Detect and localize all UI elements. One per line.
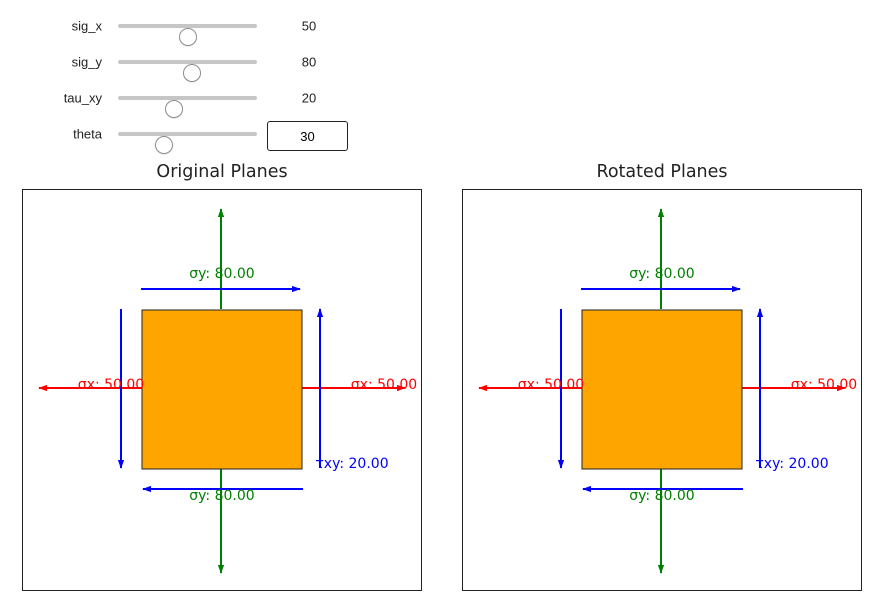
label-sigma-x-right: σx: 50.00 bbox=[351, 377, 417, 393]
slider-label-sig-y: sig_y bbox=[71, 54, 102, 70]
slider-label-sig-x: sig_x bbox=[71, 18, 102, 34]
slider-thumb-tau-xy[interactable] bbox=[164, 100, 183, 118]
slider-row-theta: theta bbox=[0, 120, 360, 154]
label-sigma-y-top: σy: 80.00 bbox=[629, 266, 694, 282]
stress-element-square bbox=[581, 309, 743, 470]
theta-input[interactable] bbox=[267, 121, 348, 151]
label-sigma-y-bottom: σy: 80.00 bbox=[189, 488, 254, 504]
label-sigma-x-right: σx: 50.00 bbox=[791, 377, 857, 393]
panel-title-original: Original Planes bbox=[156, 162, 288, 182]
slider-track-tau-xy[interactable] bbox=[118, 96, 257, 118]
slider-track-sig-x[interactable] bbox=[118, 24, 257, 46]
slider-row-tau-xy: tau_xy 20 bbox=[0, 84, 360, 118]
slider-track-sig-y[interactable] bbox=[118, 60, 257, 82]
label-tau-xy: τxy: 20.00 bbox=[315, 456, 388, 472]
stress-element-square bbox=[141, 309, 303, 470]
slider-row-sig-y: sig_y 80 bbox=[0, 48, 360, 82]
slider-label-theta: theta bbox=[73, 126, 102, 142]
label-sigma-y-top: σy: 80.00 bbox=[189, 266, 254, 282]
label-sigma-x-left: σx: 50.00 bbox=[518, 377, 584, 393]
slider-value-sig-x: 50 bbox=[301, 18, 317, 34]
slider-value-tau-xy: 20 bbox=[301, 90, 317, 106]
label-tau-xy: τxy: 20.00 bbox=[755, 456, 828, 472]
slider-thumb-theta[interactable] bbox=[155, 136, 174, 154]
slider-thumb-sig-y[interactable] bbox=[183, 64, 202, 82]
slider-label-tau-xy: tau_xy bbox=[63, 90, 102, 106]
slider-row-sig-x: sig_x 50 bbox=[0, 12, 360, 46]
label-sigma-y-bottom: σy: 80.00 bbox=[629, 488, 694, 504]
slider-track-theta[interactable] bbox=[118, 132, 257, 154]
slider-value-sig-y: 80 bbox=[301, 54, 317, 70]
label-sigma-x-left: σx: 50.00 bbox=[78, 377, 144, 393]
plot-rotated-planes: σy: 80.00 σy: 80.00 σx: 50.00 σx: 50.00 … bbox=[462, 189, 862, 591]
slider-thumb-sig-x[interactable] bbox=[178, 28, 197, 46]
panel-title-rotated: Rotated Planes bbox=[596, 162, 728, 182]
plot-original-planes: σy: 80.00 σy: 80.00 σx: 50.00 σx: 50.00 … bbox=[22, 189, 422, 591]
